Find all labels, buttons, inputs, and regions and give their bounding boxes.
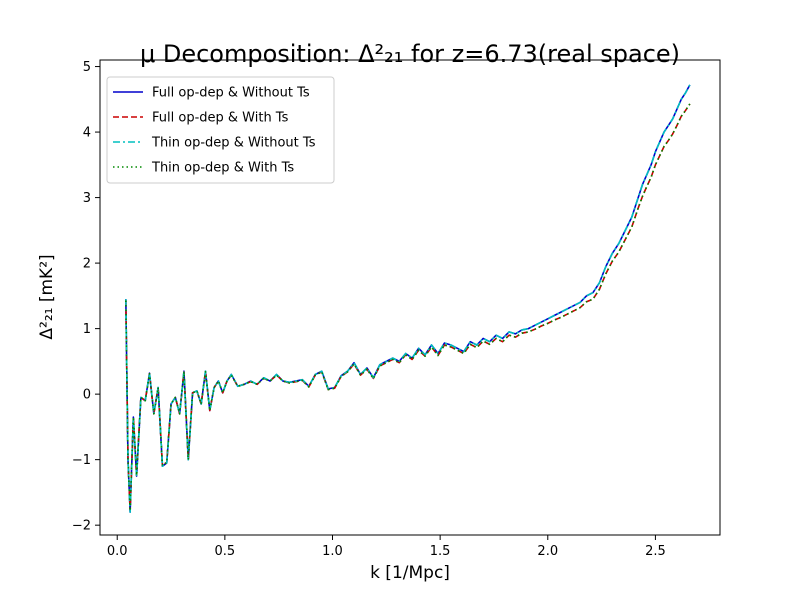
x-tick-label: 1.0	[322, 544, 343, 559]
y-tick-label: 4	[83, 126, 91, 141]
series-line-3	[125, 84, 691, 513]
y-tick-label: −1	[72, 453, 91, 468]
chart-title: μ Decomposition: Δ²₂₁ for z=6.73(real sp…	[140, 40, 680, 68]
x-tick-label: 2.0	[537, 544, 558, 559]
y-tick-label: −2	[72, 519, 91, 534]
y-tick-label: 2	[83, 257, 91, 272]
legend-box	[106, 76, 335, 184]
legend-entry-label: Full op-dep & Without Ts	[152, 86, 310, 101]
y-tick-label: 5	[83, 60, 91, 75]
x-tick-label: 2.5	[645, 544, 666, 559]
series-line-4	[125, 103, 691, 512]
legend-entry-label: Thin op-dep & With Ts	[151, 161, 294, 176]
legend: Full op-dep & Without Ts Full op-dep & Wi…	[106, 76, 335, 184]
series-layer	[125, 84, 691, 513]
legend-entry-label: Full op-dep & With Ts	[152, 111, 289, 126]
x-tick-label: 0.0	[107, 544, 128, 559]
y-tick-label: 0	[83, 388, 91, 403]
x-tick-label: 1.5	[430, 544, 451, 559]
y-tick-label: 3	[83, 191, 91, 206]
x-tick-label: 0.5	[215, 544, 236, 559]
legend-entry-label: Thin op-dep & Without Ts	[151, 136, 316, 151]
y-axis: −2 −1 0 1 2 3 4 5	[72, 60, 100, 534]
y-tick-label: 1	[83, 322, 91, 337]
y-axis-label: Δ²₂₁ [mK²]	[37, 254, 57, 339]
x-axis: 0.0 0.5 1.0 1.5 2.0 2.5	[107, 535, 666, 559]
x-axis-label: k [1/Mpc]	[370, 563, 450, 583]
plot-area-frame	[99, 59, 721, 536]
